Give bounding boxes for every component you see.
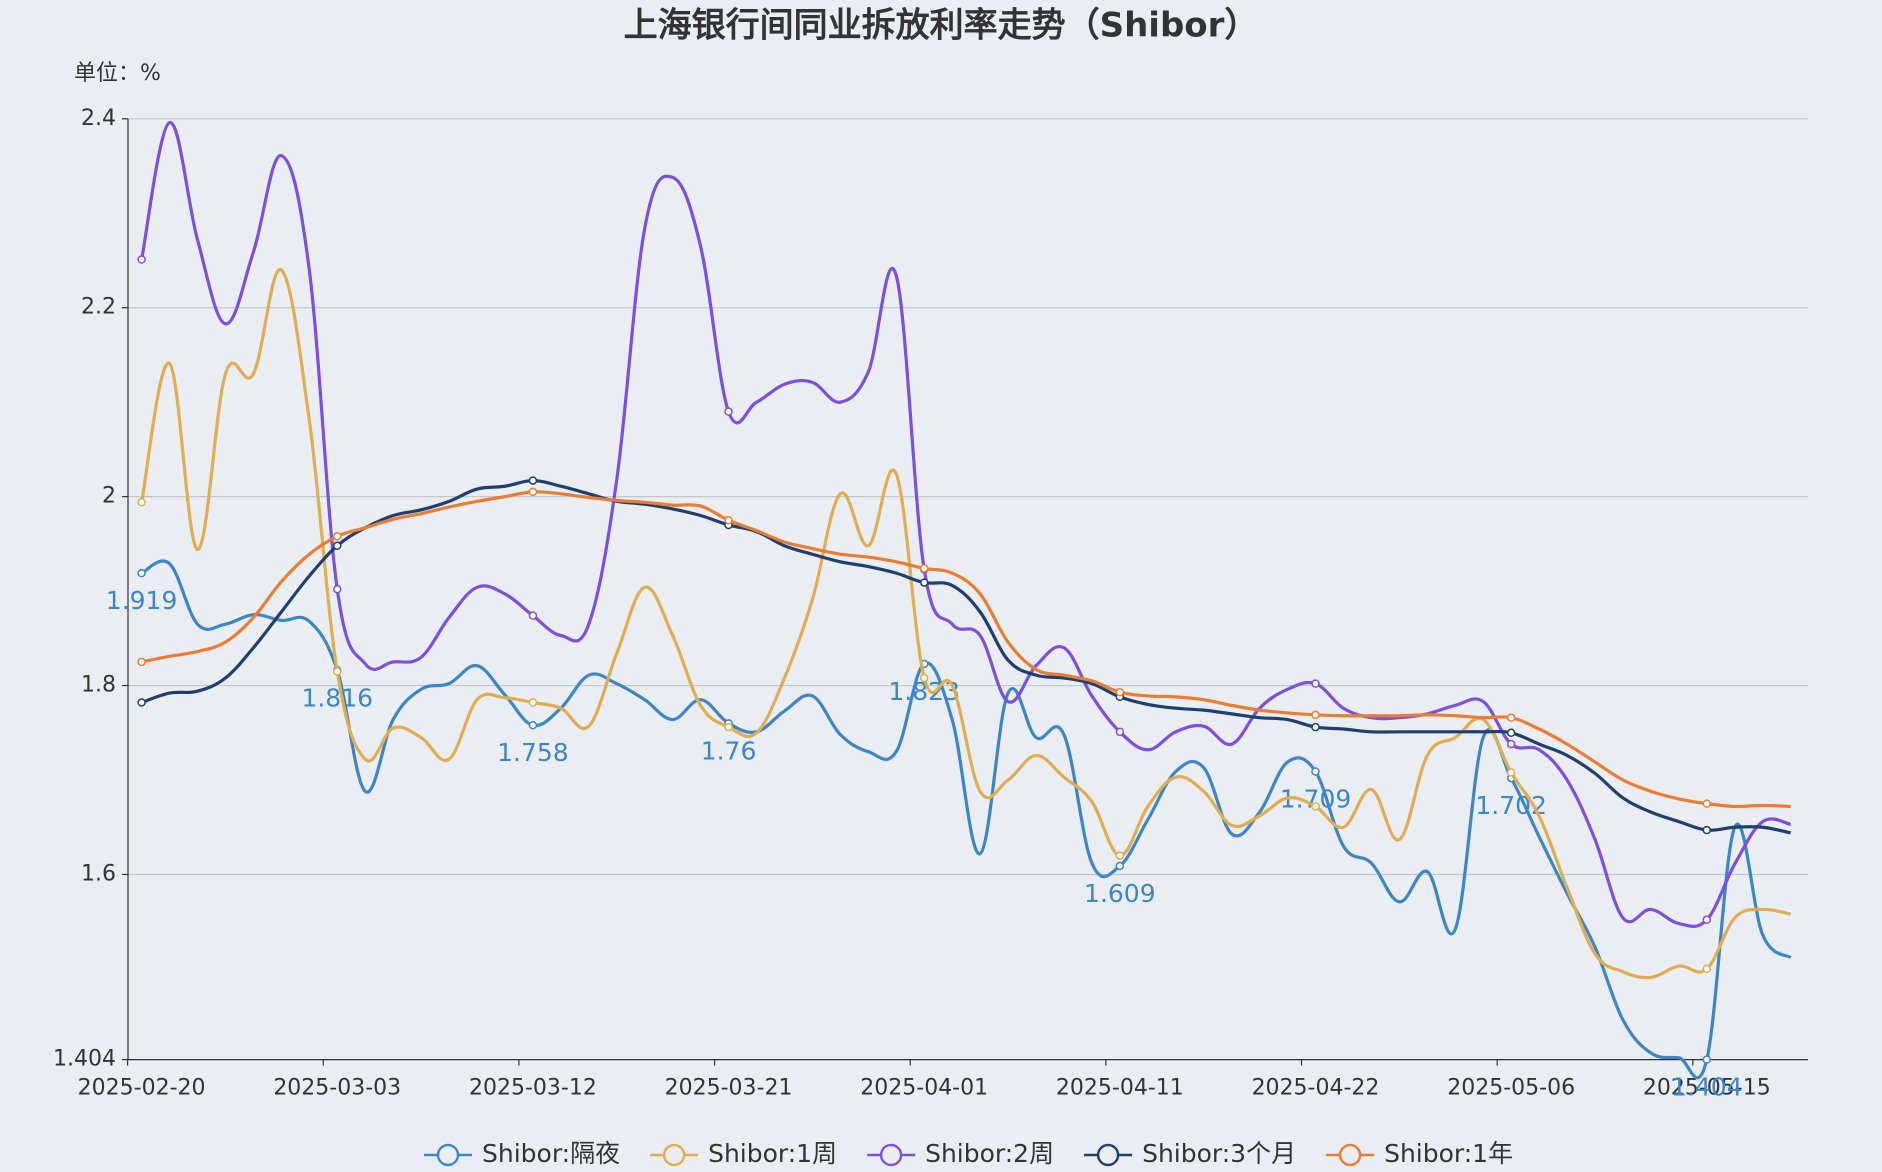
point-marker [528, 487, 538, 497]
point-marker [333, 541, 342, 550]
legend-marker [1096, 1143, 1120, 1167]
point-marker [1506, 713, 1516, 722]
point-marker [333, 667, 342, 676]
legend-marker [662, 1143, 686, 1167]
point-marker [1506, 768, 1516, 777]
x-tick-label: 2025-03-12 [469, 1076, 597, 1101]
x-tick-label: 2025-05-15 [1643, 1076, 1771, 1101]
point-marker [528, 611, 538, 620]
point-marker [1311, 679, 1320, 688]
point-marker [724, 722, 733, 732]
point-marker [724, 515, 733, 525]
point-marker [1506, 728, 1516, 738]
point-marker [528, 476, 538, 485]
point-marker [1702, 799, 1712, 808]
point-marker [1115, 727, 1125, 737]
point-marker [1311, 722, 1320, 732]
point-marker [1311, 802, 1320, 811]
x-tick-label: 2025-04-22 [1252, 1076, 1380, 1101]
point-marker [137, 568, 146, 578]
data-label: 1.919 [106, 586, 178, 615]
line [141, 478, 1791, 835]
y-axis-label: 单位：% [74, 61, 161, 86]
legend-label: Shibor:1年 [1384, 1139, 1513, 1168]
y-tick-label: 1.6 [81, 861, 116, 886]
y-tick-label: 2.4 [81, 106, 116, 131]
point-marker [919, 578, 929, 587]
point-marker [1506, 739, 1516, 749]
data-label: 1.404 [1671, 1073, 1743, 1102]
x-tick-label: 2025-04-01 [860, 1076, 988, 1101]
x-tick-label: 2025-02-20 [78, 1076, 206, 1101]
point-marker [137, 498, 146, 507]
legend-marker [1338, 1143, 1362, 1167]
legend-marker [879, 1143, 903, 1167]
legend-label: Shibor:2周 [925, 1139, 1054, 1168]
point-marker [137, 698, 146, 707]
x-tick-label: 2025-03-03 [273, 1076, 401, 1101]
y-tick-label: 1.8 [81, 673, 116, 698]
data-label: 1.702 [1475, 791, 1547, 820]
point-marker [1702, 964, 1712, 974]
line [140, 559, 1792, 1080]
line [140, 120, 1792, 929]
legend-label: Shibor:1周 [708, 1139, 837, 1168]
legend-label: Shibor:3个月 [1142, 1139, 1296, 1168]
line [141, 490, 1791, 809]
legend-marker [436, 1143, 460, 1167]
point-marker [528, 698, 538, 707]
point-marker [1115, 687, 1125, 697]
point-marker [1311, 710, 1320, 720]
data-label: 1.609 [1084, 879, 1156, 908]
y-tick-label: 2 [102, 484, 116, 509]
point-marker [919, 564, 929, 573]
point-marker [1311, 767, 1320, 776]
data-label: 1.816 [301, 683, 373, 712]
point-marker [333, 584, 342, 594]
legend-label: Shibor:隔夜 [482, 1139, 620, 1168]
point-marker [919, 673, 929, 683]
data-label: 1.758 [497, 738, 569, 767]
data-label: 1.76 [701, 736, 757, 765]
y-tick-label: 1.404 [53, 1047, 116, 1072]
point-marker [1702, 915, 1712, 925]
point-marker [1115, 851, 1125, 860]
y-tick-label: 2.2 [81, 295, 116, 320]
line [140, 268, 1791, 980]
x-tick-label: 2025-05-06 [1447, 1076, 1575, 1101]
point-marker [1702, 825, 1712, 835]
point-marker [724, 407, 733, 416]
point-marker [137, 255, 146, 264]
x-tick-label: 2025-03-21 [665, 1076, 793, 1101]
chart-title: 上海银行间同业拆放利率走势（Shibor） [624, 6, 1259, 46]
point-marker [1702, 1055, 1712, 1064]
x-tick-label: 2025-04-11 [1056, 1076, 1184, 1101]
point-marker [137, 657, 146, 667]
point-marker [1115, 861, 1125, 871]
point-marker [528, 720, 538, 730]
point-marker [333, 532, 342, 541]
